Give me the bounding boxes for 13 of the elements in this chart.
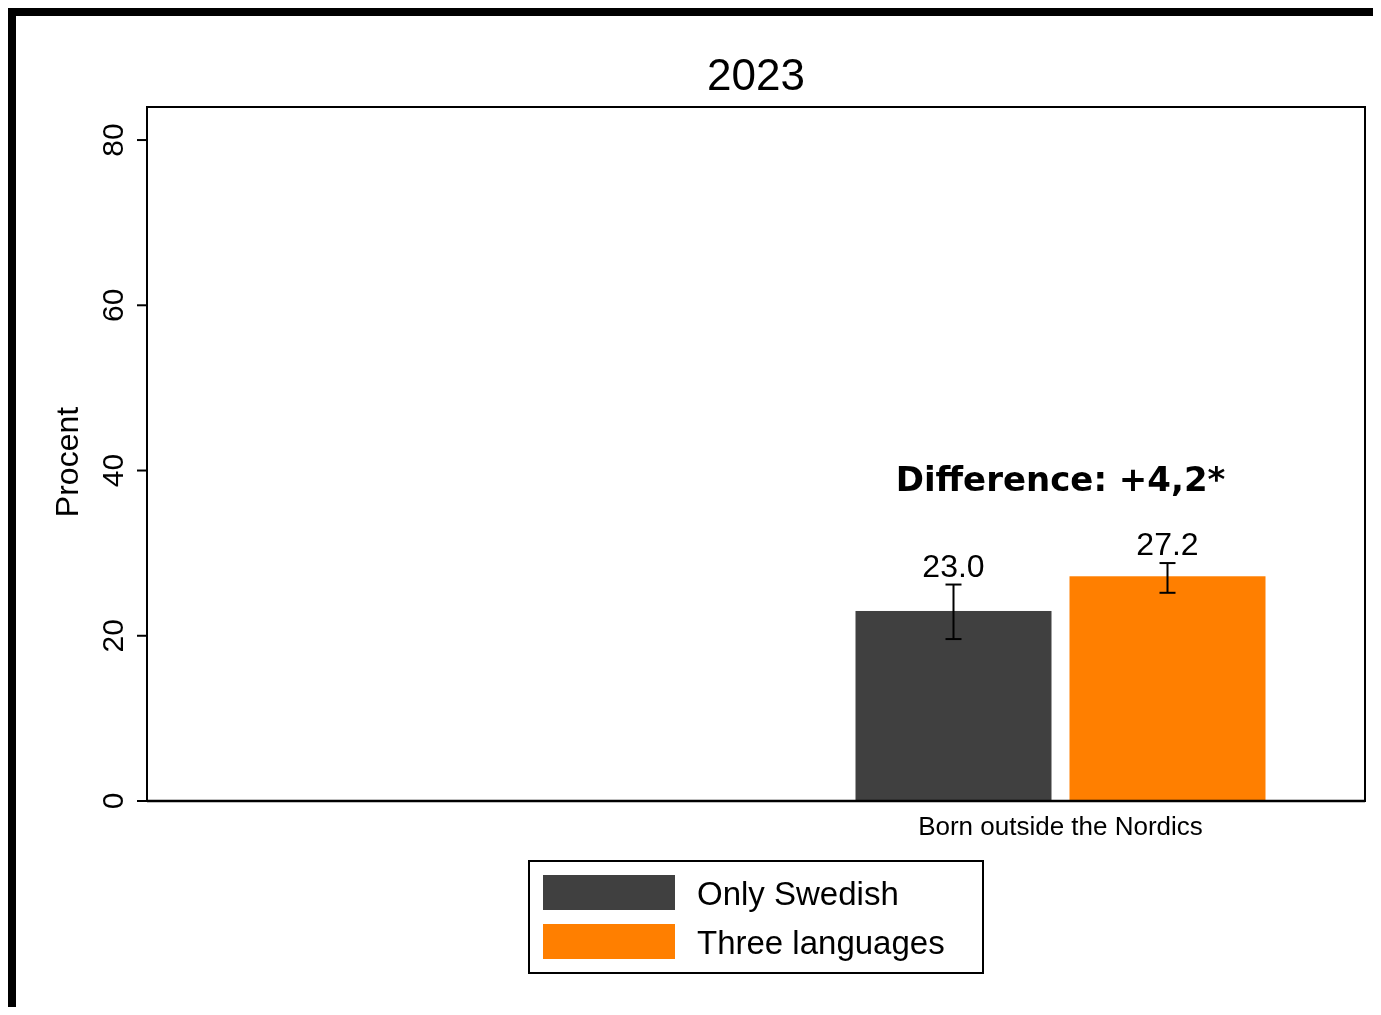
y-tick-label: 80	[96, 123, 129, 157]
chart-title: 2023	[707, 50, 805, 99]
legend-label: Three languages	[697, 924, 945, 961]
y-tick-label: 20	[96, 619, 129, 653]
data-label: 27.2	[1136, 526, 1199, 563]
legend-label: Only Swedish	[697, 875, 899, 912]
y-tick-label: 40	[96, 453, 129, 488]
annotation: Difference: +4,2*	[895, 459, 1226, 500]
y-tick-label: 0	[96, 792, 129, 810]
y-tick-label: 60	[96, 288, 129, 322]
data-label: 23.0	[922, 547, 985, 584]
y-axis-title: Procent	[49, 406, 85, 518]
x-tick-label: Born outside the Nordics	[918, 811, 1203, 841]
